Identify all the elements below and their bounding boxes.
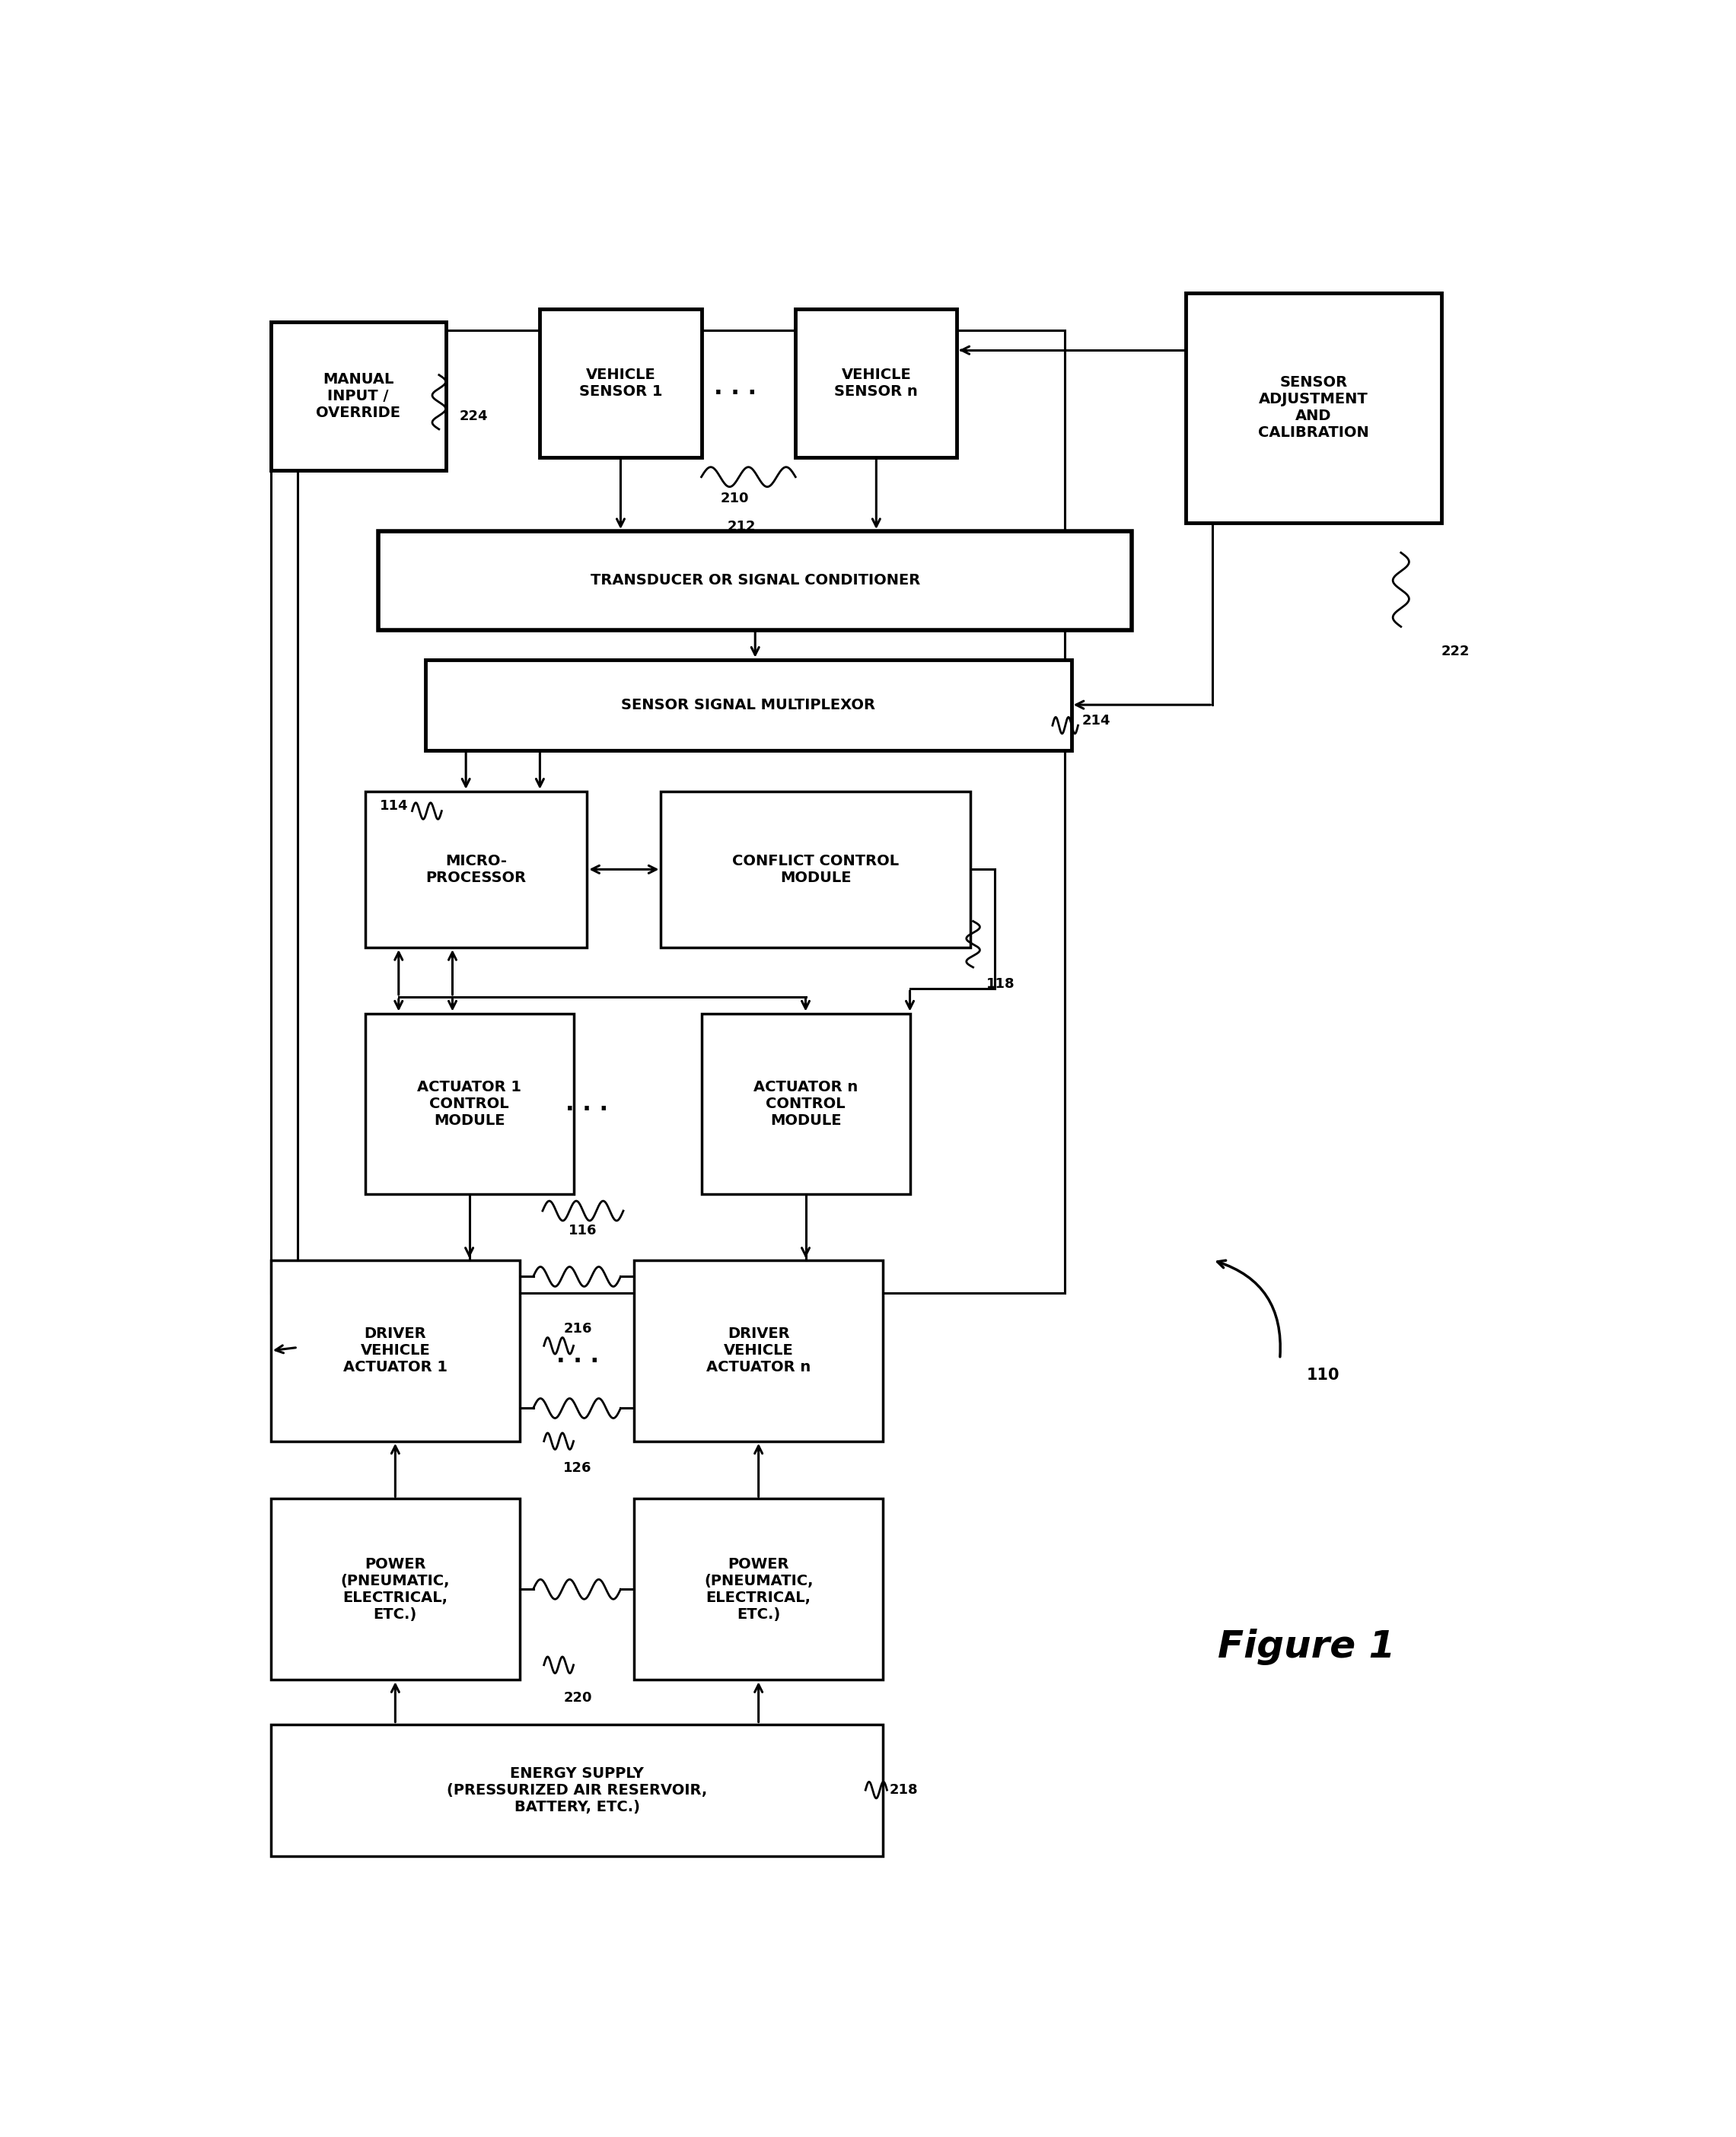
FancyBboxPatch shape [378,532,1132,630]
Text: DRIVER
VEHICLE
ACTUATOR n: DRIVER VEHICLE ACTUATOR n [707,1327,811,1374]
FancyBboxPatch shape [425,660,1071,750]
FancyBboxPatch shape [271,323,446,470]
Text: TRANSDUCER OR SIGNAL CONDITIONER: TRANSDUCER OR SIGNAL CONDITIONER [590,573,920,588]
Text: ACTUATOR 1
CONTROL
MODULE: ACTUATOR 1 CONTROL MODULE [417,1079,521,1128]
Text: Figure 1: Figure 1 [1219,1628,1396,1665]
Text: . . .: . . . [566,1092,608,1116]
Text: POWER
(PNEUMATIC,
ELECTRICAL,
ETC.): POWER (PNEUMATIC, ELECTRICAL, ETC.) [340,1558,450,1622]
FancyBboxPatch shape [661,791,970,947]
Text: 110: 110 [1307,1368,1340,1383]
Text: ACTUATOR n
CONTROL
MODULE: ACTUATOR n CONTROL MODULE [753,1079,858,1128]
Text: 218: 218 [891,1782,918,1797]
Text: VEHICLE
SENSOR n: VEHICLE SENSOR n [835,368,918,400]
FancyBboxPatch shape [1186,293,1441,524]
FancyBboxPatch shape [701,1013,910,1195]
Text: VEHICLE
SENSOR 1: VEHICLE SENSOR 1 [578,368,663,400]
Text: ENERGY SUPPLY
(PRESSURIZED AIR RESERVOIR,
BATTERY, ETC.): ENERGY SUPPLY (PRESSURIZED AIR RESERVOIR… [446,1765,707,1814]
FancyBboxPatch shape [365,791,587,947]
Text: 216: 216 [562,1323,592,1336]
Text: 214: 214 [1082,714,1111,727]
FancyBboxPatch shape [271,1498,519,1680]
FancyBboxPatch shape [634,1498,884,1680]
Text: 212: 212 [727,519,755,534]
FancyBboxPatch shape [271,1261,519,1440]
FancyBboxPatch shape [634,1261,884,1440]
Text: 210: 210 [720,492,750,506]
Text: 126: 126 [562,1462,592,1475]
Text: 222: 222 [1441,645,1470,658]
Text: 116: 116 [569,1225,597,1237]
Text: DRIVER
VEHICLE
ACTUATOR 1: DRIVER VEHICLE ACTUATOR 1 [344,1327,448,1374]
Text: 220: 220 [562,1690,592,1705]
FancyBboxPatch shape [365,1013,573,1195]
Text: SENSOR
ADJUSTMENT
AND
CALIBRATION: SENSOR ADJUSTMENT AND CALIBRATION [1259,376,1370,440]
Text: 114: 114 [380,799,408,812]
FancyBboxPatch shape [271,1725,884,1855]
Text: MICRO-
PROCESSOR: MICRO- PROCESSOR [425,855,526,885]
Text: 224: 224 [458,408,488,423]
Text: MANUAL
INPUT /
OVERRIDE: MANUAL INPUT / OVERRIDE [316,372,401,421]
Text: . . .: . . . [713,376,757,400]
FancyBboxPatch shape [540,310,701,457]
Text: CONFLICT CONTROL
MODULE: CONFLICT CONTROL MODULE [733,855,899,885]
FancyBboxPatch shape [795,310,957,457]
Text: SENSOR SIGNAL MULTIPLEXOR: SENSOR SIGNAL MULTIPLEXOR [621,697,875,712]
Text: POWER
(PNEUMATIC,
ELECTRICAL,
ETC.): POWER (PNEUMATIC, ELECTRICAL, ETC.) [703,1558,812,1622]
Text: 118: 118 [986,977,1016,992]
Text: . . .: . . . [556,1344,599,1368]
